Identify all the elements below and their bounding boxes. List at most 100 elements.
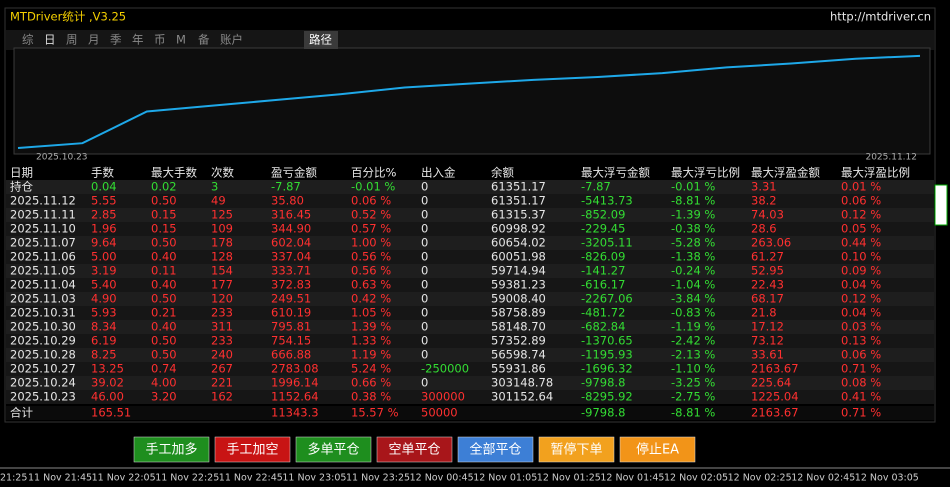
cell: 337.04	[271, 250, 311, 264]
button[interactable]	[457, 436, 534, 463]
cell: 13.25	[91, 362, 124, 376]
cell: 0	[421, 320, 428, 334]
cell: 178	[211, 236, 233, 250]
cell: 610.19	[271, 306, 311, 320]
cell: 177	[211, 278, 233, 292]
column-header: 余额	[491, 166, 514, 180]
cell: -0.38 %	[671, 222, 715, 236]
tab[interactable]: 季	[110, 33, 122, 47]
row-bg	[6, 236, 934, 250]
tab[interactable]: M	[176, 33, 186, 47]
column-header: 最大手数	[151, 166, 197, 180]
button[interactable]	[133, 436, 210, 463]
column-header: 最大浮盈比例	[841, 166, 910, 180]
tab[interactable]: 综	[22, 33, 34, 47]
row-bg	[6, 208, 934, 222]
row-bg	[6, 362, 934, 376]
tab[interactable]: 周	[66, 33, 78, 47]
cell: -5.28 %	[671, 236, 715, 250]
cell: 0.50	[151, 348, 177, 362]
time-label: 11 Nov 22:45	[219, 473, 283, 484]
cell: 0.01 %	[841, 180, 881, 194]
cell: 3.19	[91, 264, 117, 278]
tab[interactable]: 月	[88, 33, 100, 47]
tab[interactable]: 日	[44, 33, 56, 47]
total-cell: 11343.3	[271, 406, 319, 420]
cell: 0	[421, 180, 428, 194]
button-label[interactable]: 手工加空	[226, 443, 278, 458]
cell: 0.12 %	[841, 292, 881, 306]
total-cell: 165.51	[91, 406, 131, 420]
tab-bar	[6, 30, 934, 50]
cell: 0.41 %	[841, 390, 881, 404]
button-label[interactable]: 手工加多	[145, 442, 197, 458]
cell: 2025.10.28	[10, 348, 76, 362]
cell: 0	[421, 236, 428, 250]
button-label[interactable]: 停止EA	[636, 442, 679, 458]
cell: -3205.11	[581, 236, 633, 250]
button-label[interactable]: 空单平仓	[388, 443, 440, 458]
button[interactable]	[214, 436, 291, 463]
tab[interactable]: 币	[154, 33, 166, 47]
cell: 74.03	[751, 208, 784, 222]
cell: 55931.86	[491, 362, 546, 376]
tab[interactable]: 备	[198, 33, 210, 47]
cell: 0.38 %	[351, 390, 391, 404]
cell: 240	[211, 348, 233, 362]
time-label: 12 Nov 01:45	[600, 473, 664, 484]
button[interactable]	[619, 436, 696, 463]
cell: 333.71	[271, 264, 311, 278]
button-label[interactable]: 暂停下单	[550, 442, 602, 458]
tab[interactable]: 账户	[220, 33, 243, 47]
cell: 61351.17	[491, 194, 546, 208]
row-bg	[6, 348, 934, 362]
cell: 58758.89	[491, 306, 546, 320]
cell: 2.85	[91, 208, 117, 222]
cell: 0.52 %	[351, 208, 391, 222]
button-label[interactable]: 全部平仓	[469, 442, 521, 458]
cell: 2025.10.23	[10, 390, 76, 404]
cell: 0.56 %	[351, 250, 391, 264]
row-bg	[6, 264, 934, 278]
column-header: 手数	[91, 166, 114, 180]
cell: 2025.10.27	[10, 362, 76, 376]
cell: -3.84 %	[671, 292, 715, 306]
cell: 0.50	[151, 334, 177, 348]
cell: 1.00 %	[351, 236, 391, 250]
cell: 0.10 %	[841, 250, 881, 264]
cell: -1370.65	[581, 334, 633, 348]
cell: 225.64	[751, 376, 791, 390]
cell: 0	[421, 264, 428, 278]
cell: 38.2	[751, 194, 777, 208]
cell: 46.00	[91, 390, 124, 404]
button[interactable]	[376, 436, 453, 463]
button-label[interactable]: 多单平仓	[307, 442, 359, 458]
cell: -8295.92	[581, 390, 633, 404]
cell: 109	[211, 222, 233, 236]
button[interactable]	[538, 436, 615, 463]
cell: 0.66 %	[351, 376, 391, 390]
total-cell: 2163.67	[751, 406, 799, 420]
cell: 300000	[421, 390, 465, 404]
total-bg	[6, 406, 934, 420]
column-header: 次数	[211, 166, 234, 180]
cell: -9798.8	[581, 376, 625, 390]
cell: 154	[211, 264, 233, 278]
cell: 0.08 %	[841, 376, 881, 390]
cell: 120	[211, 292, 233, 306]
panel-url[interactable]: http://mtdriver.cn	[830, 10, 931, 24]
cell: 0.40	[151, 250, 177, 264]
tab[interactable]: 年	[132, 33, 144, 47]
column-header: 百分比%	[351, 166, 396, 180]
total-cell: -8.81 %	[671, 406, 715, 420]
panel-title: MTDriver统计 ,V3.25	[10, 10, 126, 24]
cell: 1152.64	[271, 390, 319, 404]
cell: -1.04 %	[671, 278, 715, 292]
cell: -2.13 %	[671, 348, 715, 362]
button[interactable]	[295, 436, 372, 463]
cell: 0.12 %	[841, 208, 881, 222]
cell: -250000	[421, 362, 469, 376]
cell: 0	[421, 376, 428, 390]
active-tab[interactable]: 路径	[309, 33, 332, 47]
cell: 56598.74	[491, 348, 546, 362]
